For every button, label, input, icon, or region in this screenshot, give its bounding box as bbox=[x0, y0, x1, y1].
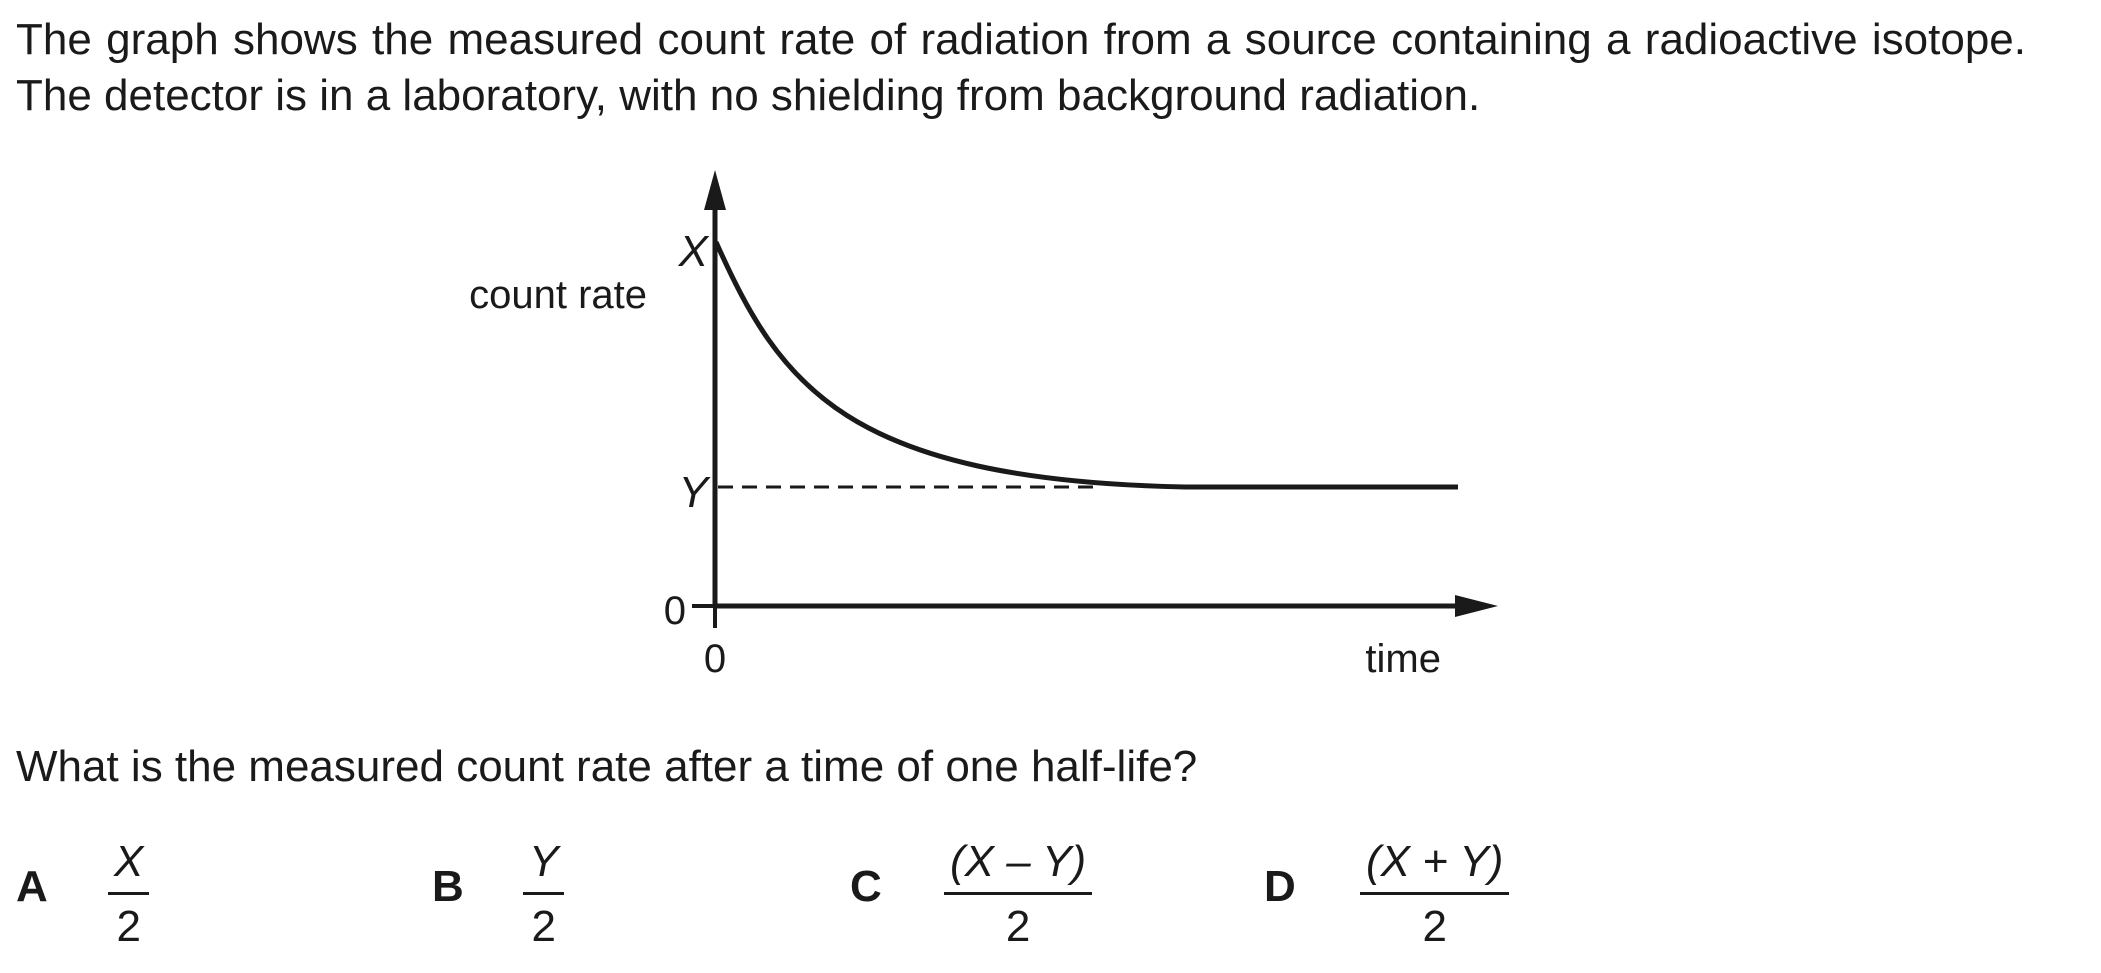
y-axis-arrow bbox=[704, 170, 726, 210]
option-a-fraction[interactable]: X 2 bbox=[108, 838, 150, 951]
option-d-numerator: (X + Y) bbox=[1360, 838, 1510, 895]
option-b-letter[interactable]: B bbox=[432, 862, 464, 911]
question-text: What is the measured count rate after a … bbox=[16, 742, 1198, 791]
intro-text: The graph shows the measured count rate … bbox=[16, 15, 2026, 120]
y-label-y: Y bbox=[679, 468, 711, 517]
x-axis-label: time bbox=[1365, 637, 1441, 681]
option-b-fraction[interactable]: Y 2 bbox=[523, 838, 565, 951]
y-axis-label: count rate bbox=[469, 273, 647, 317]
y-label-x: X bbox=[678, 227, 710, 276]
option-a-letter[interactable]: A bbox=[16, 862, 48, 911]
y-origin-label: 0 bbox=[664, 589, 686, 633]
option-c-denominator: 2 bbox=[1005, 902, 1031, 951]
option-c-letter[interactable]: C bbox=[850, 862, 882, 911]
decay-curve bbox=[713, 240, 1458, 490]
option-d-fraction[interactable]: (X + Y) 2 bbox=[1360, 838, 1510, 951]
option-b-numerator: Y bbox=[523, 838, 565, 895]
option-d-letter[interactable]: D bbox=[1264, 862, 1296, 911]
x-axis-arrow bbox=[1455, 595, 1498, 617]
x-origin-label: 0 bbox=[704, 637, 726, 681]
option-c-fraction[interactable]: (X – Y) 2 bbox=[944, 838, 1093, 951]
option-a-numerator: X bbox=[108, 838, 150, 895]
option-c-numerator: (X – Y) bbox=[944, 838, 1093, 895]
option-a-denominator: 2 bbox=[116, 902, 141, 951]
option-d-denominator: 2 bbox=[1422, 902, 1447, 951]
option-b-denominator: 2 bbox=[531, 902, 556, 951]
